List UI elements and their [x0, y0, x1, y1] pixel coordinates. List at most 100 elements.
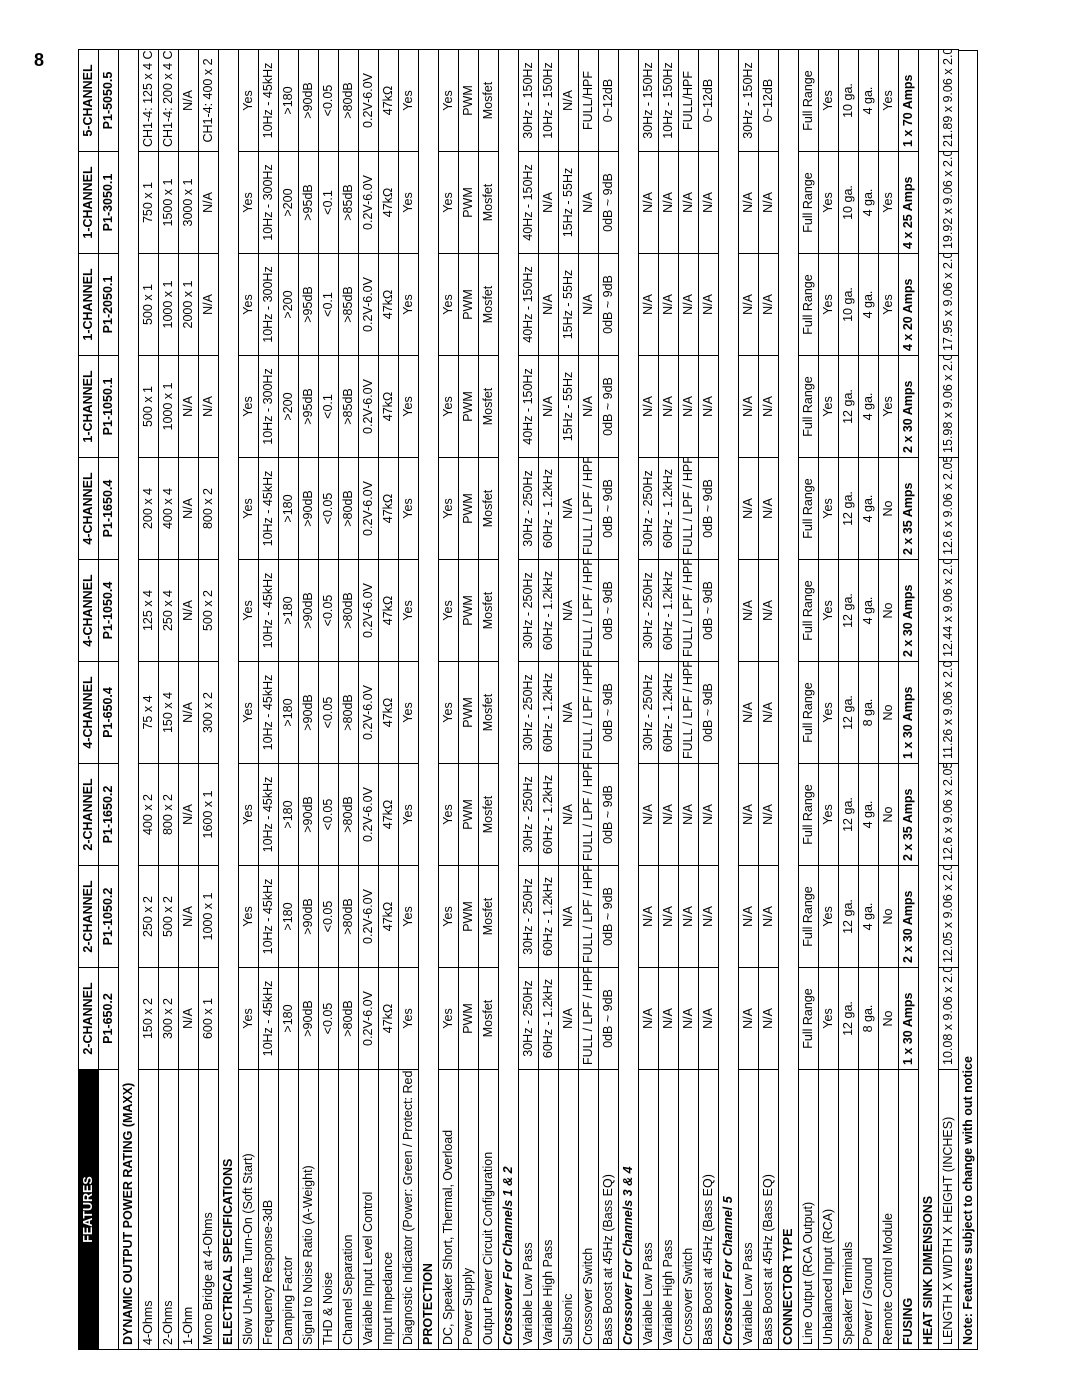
cell: 0dB ~ 9dB [699, 560, 719, 662]
cell: N/A [579, 152, 599, 254]
spec-table: FEATURES2-CHANNEL2-CHANNEL2-CHANNEL4-CHA… [78, 49, 959, 1350]
cell: N/A [179, 50, 199, 152]
section-label: Crossover For Channels 1 & 2 [499, 50, 519, 1350]
row-label: Power Supply [459, 1070, 479, 1350]
cell: 47kΩ [379, 662, 399, 764]
cell: 40Hz - 150Hz [519, 254, 539, 356]
cell: N/A [559, 866, 579, 968]
model-header: P1-1650.4 [99, 458, 119, 560]
cell: 1 x 30 Amps [899, 662, 919, 764]
cell: 47kΩ [379, 764, 399, 866]
cell: 500 x 2 [159, 866, 179, 968]
cell: 30Hz - 250Hz [639, 662, 659, 764]
table-row: Variable Low Pass30Hz - 250Hz30Hz - 250H… [519, 50, 539, 1350]
table-row: PROTECTION [419, 50, 439, 1350]
table-row: Power SupplyPWMPWMPWMPWMPWMPWMPWMPWMPWMP… [459, 50, 479, 1350]
cell: 4 ga. [859, 764, 879, 866]
cell: 2000 x 1 [179, 254, 199, 356]
cell: FULL / LPF / HPF [579, 560, 599, 662]
cell: 0.2V-6.0V [359, 866, 379, 968]
cell: N/A [759, 356, 779, 458]
cell: N/A [659, 152, 679, 254]
cell: >200 [279, 254, 299, 356]
table-row: Crossover For Channel 5 [719, 50, 739, 1350]
cell: PWM [459, 152, 479, 254]
cell: 400 x 4 [159, 458, 179, 560]
row-label: Unbalanced Input (RCA) [819, 1070, 839, 1350]
cell: N/A [639, 866, 659, 968]
model-header: P1-650.4 [99, 662, 119, 764]
cell: N/A [739, 662, 759, 764]
section-label: PROTECTION [419, 50, 439, 1350]
cell: N/A [679, 254, 699, 356]
cell: FULL / LPF / HPF [579, 662, 599, 764]
cell: Yes [439, 50, 459, 152]
row-label: Bass Boost at 45Hz (Bass EQ) [699, 1070, 719, 1350]
cell: Mosfet [479, 458, 499, 560]
table-row: Input Impedance47kΩ47kΩ47kΩ47kΩ47kΩ47kΩ4… [379, 50, 399, 1350]
row-label: Output Power Circuit Configuration [479, 1070, 499, 1350]
cell: 0.2V-6.0V [359, 764, 379, 866]
cell: 0dB ~ 9dB [599, 866, 619, 968]
cell: N/A [679, 356, 699, 458]
channel-header: 4-CHANNEL [79, 458, 99, 560]
cell: 0~12dB [599, 50, 619, 152]
cell: N/A [759, 866, 779, 968]
cell: Full Range [799, 356, 819, 458]
cell: >180 [279, 458, 299, 560]
cell: 150 x 4 [159, 662, 179, 764]
cell: N/A [699, 152, 719, 254]
cell: 200 x 4 [139, 458, 159, 560]
cell: >90dB [299, 968, 319, 1070]
cell: N/A [559, 50, 579, 152]
cell: CH1-4: 400 x 2 [199, 50, 219, 152]
row-label: Power / Ground [859, 1070, 879, 1350]
cell: 800 x 2 [199, 458, 219, 560]
header-model-row: P1-650.2P1-1050.2P1-1650.2P1-650.4P1-105… [99, 50, 119, 1350]
cell: >180 [279, 764, 299, 866]
cell: Yes [239, 458, 259, 560]
cell: >85dB [339, 152, 359, 254]
table-row: Crossover SwitchN/AN/AN/AFULL / LPF / HP… [679, 50, 699, 1350]
cell: N/A [699, 356, 719, 458]
cell: 8 ga. [859, 968, 879, 1070]
cell: 4 ga. [859, 50, 879, 152]
cell: 10Hz - 45kHz [259, 560, 279, 662]
cell: N/A [759, 152, 779, 254]
row-label: Slow Un-Mute Turn-On (Soft Start) [239, 1070, 259, 1350]
cell: 10Hz - 300Hz [259, 254, 279, 356]
cell: 30Hz - 250Hz [519, 866, 539, 968]
cell: PWM [459, 356, 479, 458]
cell: 0.2V-6.0V [359, 50, 379, 152]
cell: No [879, 866, 899, 968]
table-row: Bass Boost at 45Hz (Bass EQ)0dB ~ 9dB0dB… [599, 50, 619, 1350]
cell: PWM [459, 662, 479, 764]
table-row: Crossover For Channels 1 & 2 [499, 50, 519, 1350]
cell: >95dB [299, 356, 319, 458]
cell: 10 ga. [839, 254, 859, 356]
cell: 12.6 x 9.06 x 2.05 [939, 458, 959, 560]
cell: Yes [439, 662, 459, 764]
table-row: Variable Low PassN/AN/AN/AN/AN/AN/AN/AN/… [739, 50, 759, 1350]
model-header: P1-650.2 [99, 968, 119, 1070]
cell: PWM [459, 458, 479, 560]
table-row: Speaker Terminals12 ga.12 ga.12 ga.12 ga… [839, 50, 859, 1350]
cell: N/A [659, 254, 679, 356]
cell: 750 x 1 [139, 152, 159, 254]
cell: Yes [399, 356, 419, 458]
cell: PWM [459, 50, 479, 152]
cell: 12 ga. [839, 866, 859, 968]
cell: 12.6 x 9.06 x 2.05 [939, 764, 959, 866]
cell: 0dB ~ 9dB [599, 356, 619, 458]
cell: <0.05 [319, 50, 339, 152]
cell: N/A [179, 866, 199, 968]
cell: >80dB [339, 458, 359, 560]
table-row: Slow Un-Mute Turn-On (Soft Start)YesYesY… [239, 50, 259, 1350]
cell: N/A [699, 866, 719, 968]
row-label: Subsonic [559, 1070, 579, 1350]
cell: Yes [239, 764, 259, 866]
cell: N/A [739, 356, 759, 458]
cell: N/A [639, 968, 659, 1070]
cell: 10 ga. [839, 152, 859, 254]
cell: 10 ga. [839, 50, 859, 152]
